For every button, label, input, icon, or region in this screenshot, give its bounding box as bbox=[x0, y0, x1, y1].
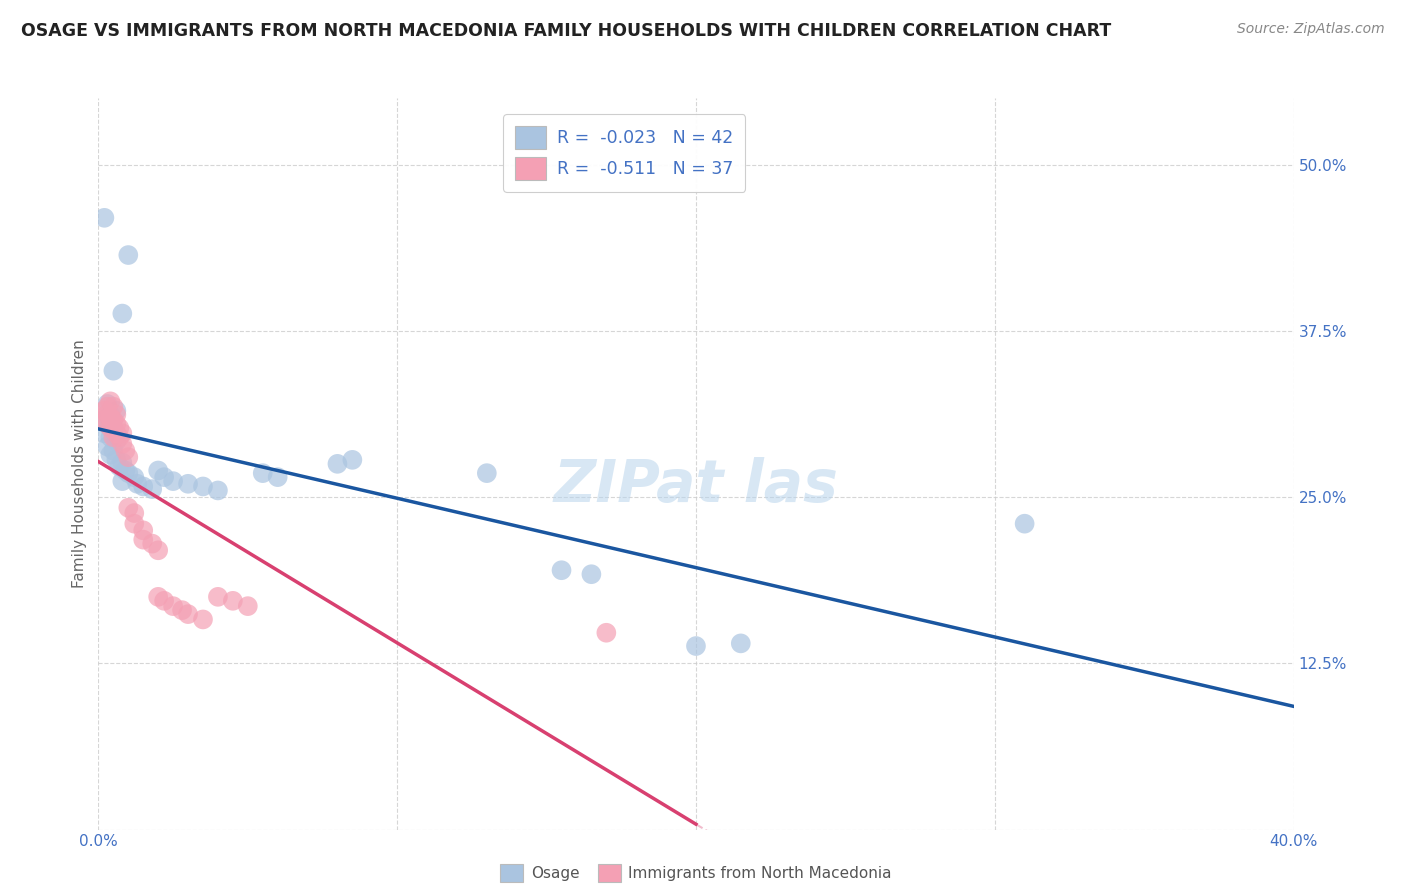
Point bbox=[111, 437, 134, 451]
Point bbox=[117, 500, 139, 515]
Point bbox=[141, 482, 163, 496]
Point bbox=[100, 408, 122, 422]
Point bbox=[111, 456, 134, 470]
Point bbox=[595, 625, 617, 640]
Point bbox=[96, 408, 118, 422]
Point bbox=[111, 474, 134, 488]
Point bbox=[100, 410, 122, 425]
Point bbox=[100, 430, 122, 444]
Point bbox=[148, 543, 170, 558]
Point bbox=[124, 506, 146, 520]
Point bbox=[105, 408, 128, 422]
Point bbox=[162, 599, 184, 614]
Point bbox=[475, 466, 498, 480]
Legend: Osage, Immigrants from North Macedonia: Osage, Immigrants from North Macedonia bbox=[494, 858, 898, 888]
Point bbox=[103, 430, 125, 444]
Point bbox=[222, 594, 245, 608]
Point bbox=[105, 417, 128, 431]
Point bbox=[177, 607, 200, 621]
Point bbox=[148, 590, 170, 604]
Point bbox=[93, 426, 115, 441]
Point bbox=[111, 426, 134, 441]
Point bbox=[103, 413, 125, 427]
Point bbox=[162, 474, 184, 488]
Point bbox=[105, 403, 128, 417]
Point bbox=[93, 413, 115, 427]
Point bbox=[96, 400, 118, 414]
Point bbox=[132, 524, 155, 538]
Point bbox=[108, 459, 131, 474]
Point bbox=[191, 612, 214, 626]
Point bbox=[153, 470, 176, 484]
Point bbox=[252, 466, 274, 480]
Point bbox=[132, 479, 155, 493]
Point bbox=[100, 448, 122, 462]
Point bbox=[108, 421, 131, 435]
Point bbox=[342, 453, 364, 467]
Point bbox=[96, 397, 118, 411]
Point bbox=[550, 563, 572, 577]
Point bbox=[114, 463, 136, 477]
Point bbox=[581, 567, 603, 582]
Point bbox=[141, 536, 163, 550]
Point bbox=[105, 434, 128, 449]
Text: ZIPat las: ZIPat las bbox=[554, 458, 838, 515]
Point bbox=[132, 533, 155, 547]
Point bbox=[100, 421, 122, 435]
Point bbox=[108, 430, 131, 444]
Text: Source: ZipAtlas.com: Source: ZipAtlas.com bbox=[1237, 22, 1385, 37]
Point bbox=[96, 417, 118, 431]
Point bbox=[207, 590, 229, 604]
Point bbox=[730, 636, 752, 650]
Point bbox=[191, 479, 214, 493]
Point bbox=[103, 364, 125, 378]
Point bbox=[172, 603, 194, 617]
Point bbox=[326, 457, 349, 471]
Point bbox=[93, 413, 115, 427]
Point bbox=[117, 466, 139, 480]
Point bbox=[96, 440, 118, 454]
Point bbox=[93, 403, 115, 417]
Point bbox=[177, 476, 200, 491]
Point bbox=[103, 421, 125, 435]
Point bbox=[96, 417, 118, 431]
Point bbox=[124, 516, 146, 531]
Point bbox=[111, 307, 134, 321]
Point bbox=[127, 476, 149, 491]
Point bbox=[685, 639, 707, 653]
Point bbox=[148, 463, 170, 477]
Point bbox=[105, 453, 128, 467]
Point bbox=[124, 470, 146, 484]
Point bbox=[100, 394, 122, 409]
Point bbox=[1014, 516, 1036, 531]
Y-axis label: Family Households with Children: Family Households with Children bbox=[72, 340, 87, 588]
Point bbox=[105, 426, 128, 441]
Point bbox=[93, 211, 115, 225]
Point bbox=[236, 599, 259, 614]
Point bbox=[117, 248, 139, 262]
Point bbox=[153, 594, 176, 608]
Point bbox=[103, 400, 125, 414]
Point bbox=[103, 443, 125, 458]
Point bbox=[114, 443, 136, 458]
Text: OSAGE VS IMMIGRANTS FROM NORTH MACEDONIA FAMILY HOUSEHOLDS WITH CHILDREN CORRELA: OSAGE VS IMMIGRANTS FROM NORTH MACEDONIA… bbox=[21, 22, 1111, 40]
Point bbox=[117, 450, 139, 465]
Point bbox=[267, 470, 290, 484]
Point bbox=[207, 483, 229, 498]
